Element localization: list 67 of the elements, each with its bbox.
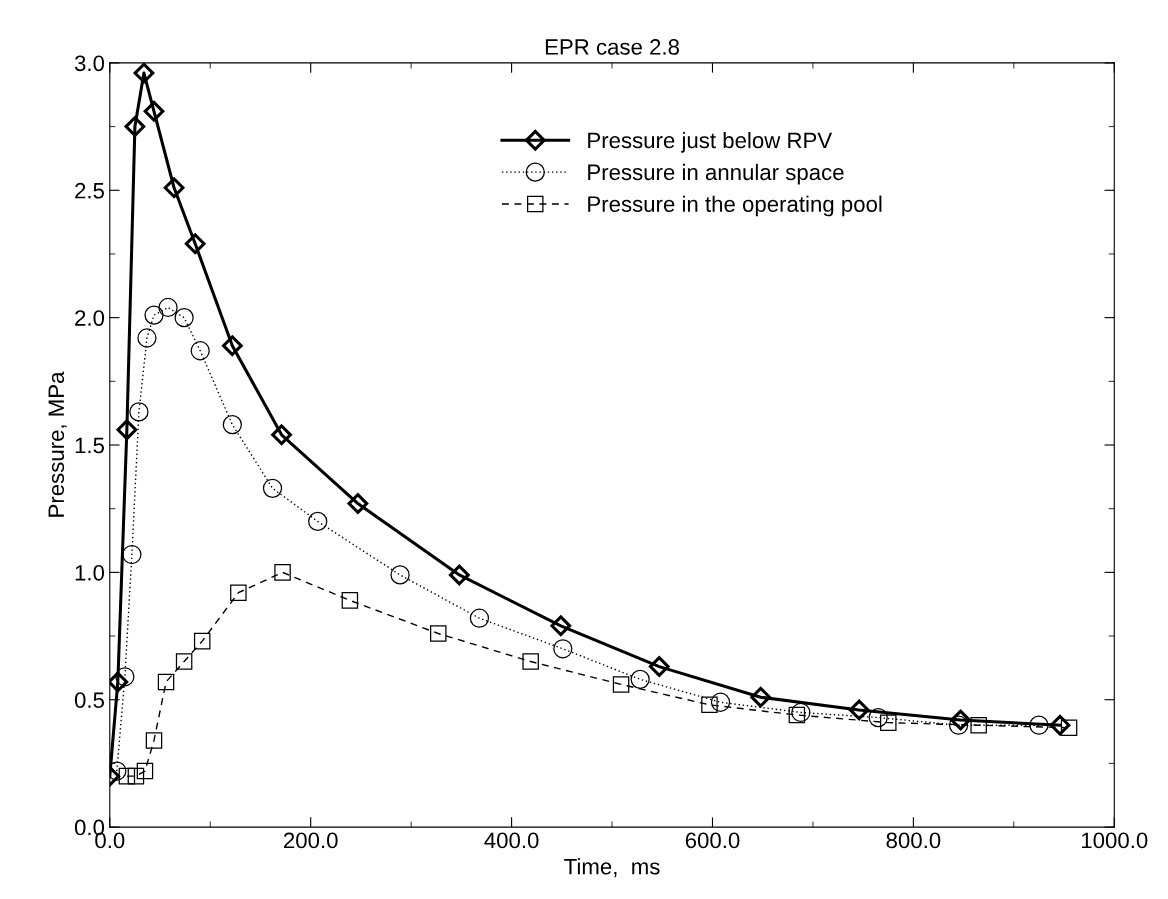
point bbox=[448, 564, 470, 586]
point bbox=[710, 692, 731, 712]
point bbox=[157, 673, 175, 691]
point bbox=[230, 584, 247, 602]
point bbox=[750, 686, 772, 708]
point bbox=[271, 424, 292, 446]
point bbox=[848, 699, 870, 721]
point bbox=[879, 714, 897, 731]
point bbox=[116, 419, 138, 441]
y-tick-label: 2.0 bbox=[75, 310, 105, 326]
point bbox=[174, 307, 194, 328]
point bbox=[133, 62, 155, 84]
point bbox=[129, 402, 149, 422]
legend-label: Pressure in annular space bbox=[588, 163, 844, 185]
point bbox=[390, 565, 410, 585]
legend-label: Pressure in the operating pool bbox=[588, 195, 882, 217]
point bbox=[136, 762, 154, 780]
x-tick-label: 800.0 bbox=[886, 832, 941, 849]
point bbox=[347, 493, 369, 514]
point bbox=[522, 653, 539, 670]
point bbox=[341, 592, 359, 609]
y-tick-label: 1.5 bbox=[75, 437, 104, 454]
point bbox=[158, 297, 178, 318]
point bbox=[469, 608, 490, 628]
point bbox=[137, 328, 157, 348]
point bbox=[221, 335, 243, 357]
point bbox=[550, 615, 572, 637]
point bbox=[127, 767, 145, 785]
y-tick-label: 0.5 bbox=[74, 692, 104, 708]
chart-title: EPR case 2.8 bbox=[545, 39, 679, 55]
point bbox=[184, 233, 206, 255]
point bbox=[145, 732, 163, 749]
y-tick-label: 3.0 bbox=[74, 55, 105, 72]
point bbox=[222, 414, 242, 435]
point bbox=[1029, 715, 1049, 735]
x-tick-label: 200.0 bbox=[284, 832, 338, 849]
point bbox=[868, 707, 888, 728]
x-tick-label: 600.0 bbox=[685, 832, 740, 849]
point bbox=[144, 305, 164, 325]
point bbox=[429, 625, 447, 642]
point bbox=[612, 676, 630, 693]
y-tick-label: 1.0 bbox=[75, 564, 105, 581]
point bbox=[308, 511, 328, 532]
x-tick-label: 1000.0 bbox=[1081, 832, 1148, 849]
point bbox=[163, 177, 185, 199]
point bbox=[262, 478, 283, 498]
point bbox=[701, 696, 718, 714]
point bbox=[143, 100, 165, 122]
point bbox=[274, 564, 291, 581]
point bbox=[553, 639, 573, 659]
y-tick-label: 2.5 bbox=[75, 182, 104, 199]
point bbox=[193, 632, 211, 650]
legend-label: Pressure just below RPV bbox=[588, 131, 833, 153]
point bbox=[788, 706, 806, 724]
point bbox=[175, 653, 193, 670]
x-tick-label: 400.0 bbox=[484, 832, 539, 849]
point bbox=[190, 341, 210, 361]
x-axis-title: Time, ms bbox=[564, 858, 660, 878]
point bbox=[118, 767, 136, 785]
point bbox=[109, 671, 129, 693]
point bbox=[630, 669, 650, 689]
point bbox=[950, 709, 971, 731]
point bbox=[1049, 714, 1071, 736]
y-axis-title: Pressure, MPa bbox=[48, 371, 67, 517]
point bbox=[124, 116, 146, 137]
point bbox=[648, 656, 670, 677]
point bbox=[970, 716, 987, 734]
